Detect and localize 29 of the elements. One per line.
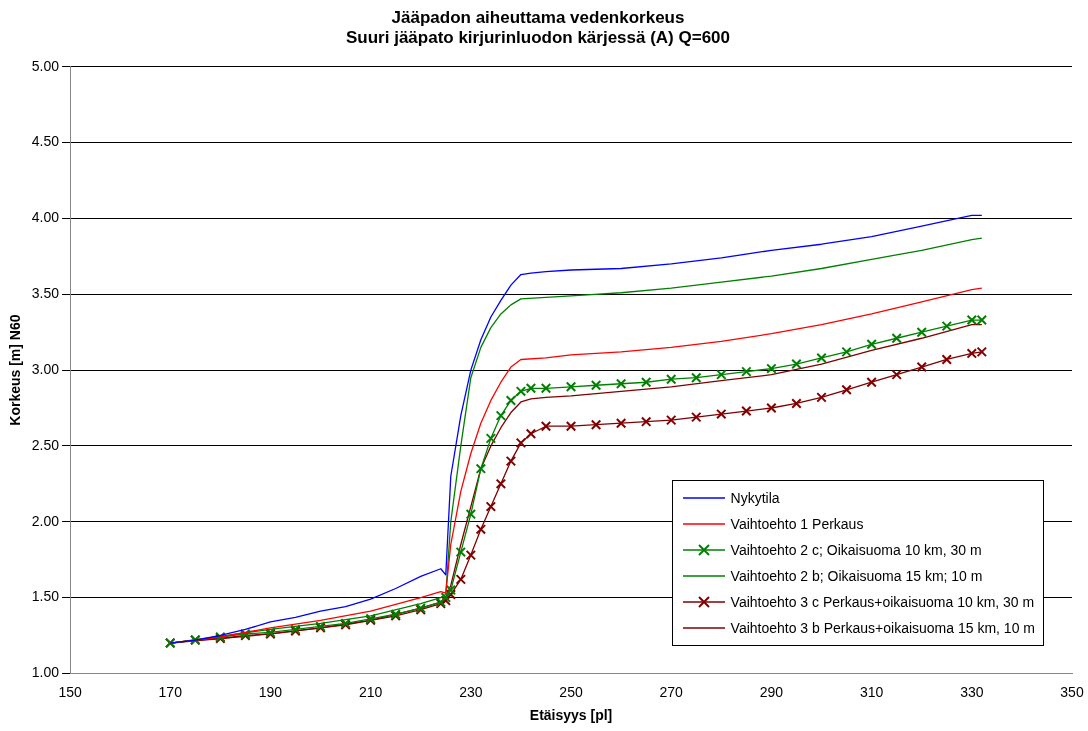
y-tick-label: 3.00 [31, 360, 60, 377]
legend-label: Vaihtoehto 2 b; Oikaisuoma 15 km; 10 m [730, 568, 983, 584]
legend-label: Vaihtoehto 2 c; Oikaisuoma 10 km, 30 m [730, 542, 982, 558]
legend-label: Vaihtoehto 3 b Perkaus+oikaisuoma 15 km, 10 m [730, 620, 1035, 636]
y-tick-label: 1.00 [31, 664, 60, 681]
legend-label: Vaihtoehto 1 Perkaus [730, 516, 864, 532]
chart-title: Jääpadon aiheuttama vedenkorkeus Suuri jääpato kirjurinluodon kärjessä (A) Q=600 [345, 7, 731, 48]
x-tick-label: 310 [859, 683, 884, 700]
x-tick-label: 210 [358, 683, 383, 700]
x-tick-label: 250 [559, 683, 583, 700]
x-tick-label: 270 [659, 683, 684, 700]
x-tick-label: 350 [1060, 683, 1084, 700]
x-tick-label: 230 [459, 683, 483, 700]
x-axis-title: Etäisyys [pl] [529, 707, 613, 724]
y-tick-label: 2.50 [31, 436, 60, 453]
x-tick-label: 150 [58, 683, 82, 700]
x-tick-label: 330 [960, 683, 984, 700]
legend-label: Vaihtoehto 3 c Perkaus+oikaisuoma 10 km, 30 m [730, 594, 1035, 610]
y-axis-title: Korkeus [m] N60 [7, 314, 24, 426]
x-tick-label: 190 [258, 683, 283, 700]
legend-label: Nykytila [730, 490, 780, 506]
y-tick-label: 4.50 [31, 133, 60, 150]
y-tick-label: 1.50 [31, 588, 60, 605]
x-tick-label: 290 [759, 683, 784, 700]
y-tick-label: 4.00 [31, 209, 60, 226]
y-tick-label: 2.00 [31, 512, 60, 529]
y-tick-label: 3.50 [31, 285, 60, 302]
x-tick-label: 170 [158, 683, 183, 700]
y-tick-label: 5.00 [31, 57, 60, 74]
